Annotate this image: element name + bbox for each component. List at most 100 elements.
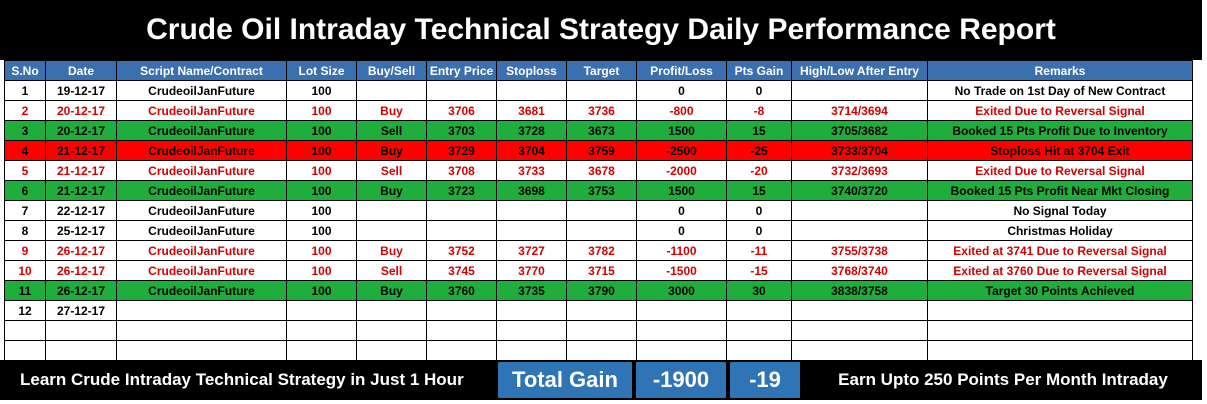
table-cell: 3705/3682 [791,120,928,141]
table-cell: CrudeoilJanFuture [116,280,287,301]
table-cell: 3733 [496,160,567,181]
table-row: 8 25-12-17 CrudeoilJanFuture 100 0 0 Christmas… [4,220,1193,241]
table-cell: 3 [4,120,46,141]
table-cell: 0 [636,80,727,101]
table-cell: No Trade on 1st Day of New Contract [927,80,1193,101]
table-cell: CrudeoilJanFuture [116,220,287,241]
table-cell: 100 [286,280,357,301]
table-cell: 100 [286,100,357,121]
table-cell: 0 [636,220,727,241]
table-cell: -800 [636,100,727,121]
table-cell [356,340,427,361]
table-cell: 3000 [636,280,727,301]
table-cell: CrudeoilJanFuture [116,200,287,221]
table-cell: 3735 [496,280,567,301]
table-cell [927,300,1193,321]
table-cell: Exited Due to Reversal Signal [927,100,1193,121]
footer-bar: Learn Crude Intraday Technical Strategy … [0,360,1202,400]
table-cell: 3706 [426,100,497,121]
table-body: 1 19-12-17 CrudeoilJanFuture 100 0 0 No Trade … [4,80,1193,361]
table-cell: -1500 [636,260,727,281]
table-cell: -2000 [636,160,727,181]
table-cell: 0 [636,200,727,221]
table-cell: 22-12-17 [45,200,117,221]
table-cell: 100 [286,140,357,161]
table-cell: 21-12-17 [45,160,117,181]
table-cell: -1100 [636,240,727,261]
table-cell: -11 [726,240,792,261]
table-cell [927,320,1193,341]
table-cell: 3736 [566,100,637,121]
table-cell [566,300,637,321]
table-cell: -15 [726,260,792,281]
total-gain-label: Total Gain [498,362,632,398]
table-cell [426,200,497,221]
table-row: 3 20-12-17 CrudeoilJanFuture 100 Sell 3703 372… [4,120,1193,141]
table-cell [566,200,637,221]
table-cell: 100 [286,80,357,101]
table-cell: CrudeoilJanFuture [116,180,287,201]
table-cell: CrudeoilJanFuture [116,120,287,141]
table-cell: 8 [4,220,46,241]
table-cell: 100 [286,160,357,181]
table-cell: 20-12-17 [45,100,117,121]
table-cell [496,200,567,221]
table-cell: 3681 [496,100,567,121]
table-cell: Booked 15 Pts Profit Near Mkt Closing [927,180,1193,201]
table-cell: 26-12-17 [45,260,117,281]
table-cell: CrudeoilJanFuture [116,100,287,121]
table-cell: -2500 [636,140,727,161]
table-cell: 100 [286,120,357,141]
table-cell: 100 [286,200,357,221]
table-cell: 4 [4,140,46,161]
table-row: 10 26-12-17 CrudeoilJanFuture 100 Sell 3745 37… [4,260,1193,281]
column-header: S.No [4,60,46,81]
table-cell: Buy [356,140,427,161]
table-cell: 3745 [426,260,497,281]
column-header: Remarks [927,60,1193,81]
table-cell: CrudeoilJanFuture [116,80,287,101]
table-cell: Exited at 3741 Due to Reversal Signal [927,240,1193,261]
table-cell: 0 [726,220,792,241]
table-cell: 3768/3740 [791,260,928,281]
table-cell: 1500 [636,180,727,201]
table-cell: 3714/3694 [791,100,928,121]
table-cell [566,340,637,361]
table-cell: 3752 [426,240,497,261]
table-cell: 100 [286,180,357,201]
table-cell: 26-12-17 [45,280,117,301]
column-header: Stoploss [496,60,567,81]
table-cell [636,300,727,321]
table-cell [791,340,928,361]
table-cell: 19-12-17 [45,80,117,101]
table-cell: Sell [356,120,427,141]
table-cell [116,320,287,341]
table-row [4,340,1193,361]
table-cell: 3727 [496,240,567,261]
table-row: 7 22-12-17 CrudeoilJanFuture 100 0 0 No Signal… [4,200,1193,221]
table-cell: Buy [356,180,427,201]
table-cell: Booked 15 Pts Profit Due to Inventory [927,120,1193,141]
table-cell [356,80,427,101]
table-cell [116,340,287,361]
table-cell: 15 [726,180,792,201]
table-row: 4 21-12-17 CrudeoilJanFuture 100 Buy 3729 3704… [4,140,1193,161]
table-cell: 3760 [426,280,497,301]
table-row: 6 21-12-17 CrudeoilJanFuture 100 Buy 3723 3698… [4,180,1193,201]
column-header: Script Name/Contract [116,60,287,81]
table-cell [426,220,497,241]
table-cell [45,340,117,361]
table-cell: 3704 [496,140,567,161]
table-cell: 0 [726,200,792,221]
table-cell: 3729 [426,140,497,161]
table-cell: CrudeoilJanFuture [116,160,287,181]
table-cell: 3759 [566,140,637,161]
table-cell: 3698 [496,180,567,201]
table-cell: 3782 [566,240,637,261]
table-cell: Exited at 3760 Due to Reversal Signal [927,260,1193,281]
table-row: 5 21-12-17 CrudeoilJanFuture 100 Sell 3708 373… [4,160,1193,181]
table-cell [426,320,497,341]
table-cell: 27-12-17 [45,300,117,321]
table-cell: 3732/3693 [791,160,928,181]
table-cell [356,320,427,341]
